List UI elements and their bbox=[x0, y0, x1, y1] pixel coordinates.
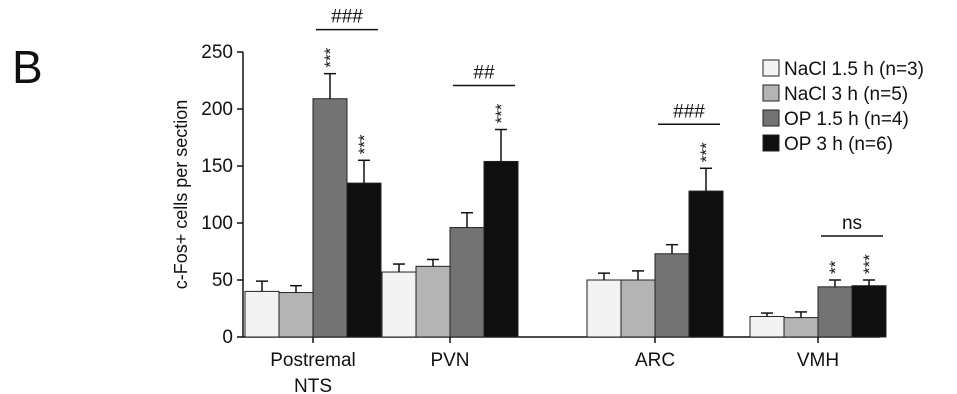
y-tick-label: 250 bbox=[201, 42, 233, 63]
significance-marker: ** bbox=[826, 260, 845, 274]
bar bbox=[278, 292, 314, 338]
legend-swatch bbox=[762, 109, 780, 127]
legend: NaCl 1.5 h (n=3) NaCl 3 h (n=5) OP 1.5 h (… bbox=[762, 59, 924, 155]
annotations: *****************########ns bbox=[316, 7, 883, 274]
bar bbox=[620, 279, 656, 338]
legend-label: NaCl 1.5 h (n=3) bbox=[784, 59, 924, 80]
x-category-label: ARC bbox=[635, 350, 675, 371]
legend-label: NaCl 3 h (n=5) bbox=[784, 84, 908, 105]
bar bbox=[654, 253, 690, 338]
bar bbox=[449, 227, 485, 338]
bar bbox=[415, 265, 451, 338]
axes: 0 50 100 150 200 250 c-Fos+ cells per section P… bbox=[171, 42, 880, 394]
comparison-label: ### bbox=[331, 7, 363, 28]
x-category-label: NTS bbox=[294, 376, 332, 394]
legend-swatch bbox=[762, 84, 780, 102]
bar bbox=[851, 285, 887, 338]
significance-marker: *** bbox=[321, 47, 340, 67]
x-category-label: Postremal bbox=[270, 350, 356, 371]
legend-label: OP 1.5 h (n=4) bbox=[784, 109, 909, 130]
y-tick-label: 150 bbox=[201, 156, 233, 177]
bars bbox=[244, 72, 887, 338]
x-category-label: PVN bbox=[430, 350, 469, 371]
comparison-label: ## bbox=[473, 63, 495, 84]
bar bbox=[244, 290, 280, 338]
bar bbox=[586, 279, 622, 338]
panel-letter: B bbox=[12, 41, 43, 93]
bar bbox=[312, 98, 348, 338]
legend-swatch bbox=[762, 59, 780, 77]
bar bbox=[346, 182, 382, 338]
significance-marker: *** bbox=[355, 134, 374, 154]
bar bbox=[817, 286, 853, 338]
bar bbox=[749, 315, 785, 338]
bar bbox=[483, 160, 519, 338]
x-category-label: VMH bbox=[797, 350, 839, 371]
comparison-label: ns bbox=[842, 213, 862, 234]
y-tick-label: 100 bbox=[201, 213, 233, 234]
y-tick-label: 200 bbox=[201, 99, 233, 120]
bar bbox=[688, 190, 724, 338]
significance-marker: *** bbox=[492, 103, 511, 123]
legend-swatch bbox=[762, 134, 780, 152]
y-tick-label: 0 bbox=[222, 327, 233, 348]
bar bbox=[783, 317, 819, 338]
y-tick-label: 50 bbox=[212, 270, 233, 291]
bar bbox=[381, 271, 417, 338]
y-axis-label: c-Fos+ cells per section bbox=[171, 100, 191, 290]
comparison-label: ### bbox=[673, 101, 705, 122]
significance-marker: *** bbox=[697, 142, 716, 162]
significance-marker: *** bbox=[860, 254, 879, 274]
legend-label: OP 3 h (n=6) bbox=[784, 134, 893, 155]
